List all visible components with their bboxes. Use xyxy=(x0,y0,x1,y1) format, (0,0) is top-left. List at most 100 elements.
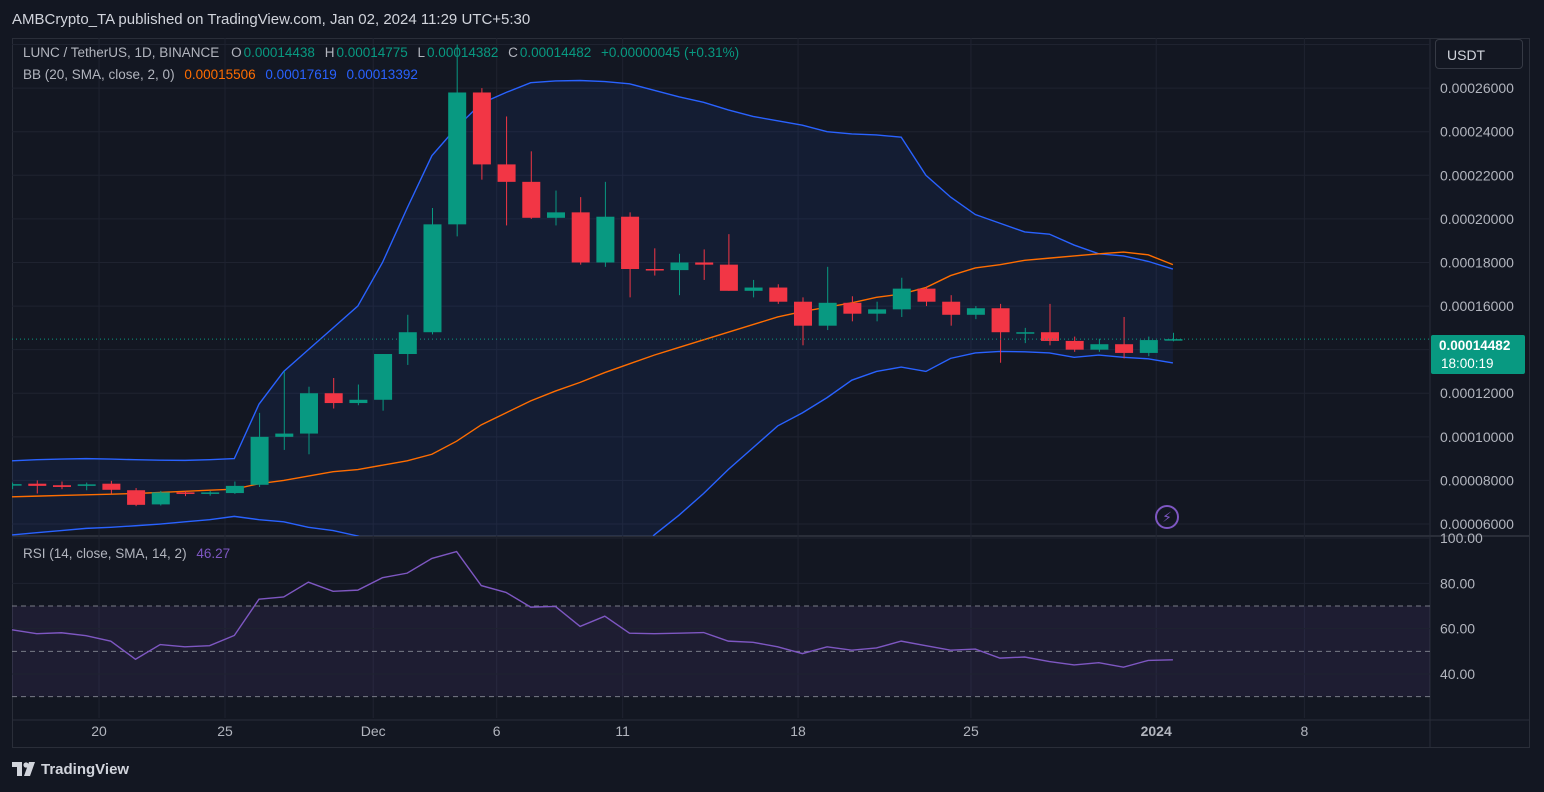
candle-body xyxy=(176,492,195,494)
tradingview-logo-icon xyxy=(12,762,35,777)
bb-legend: BB (20, SMA, close, 2, 0) 0.00015506 0.0… xyxy=(23,67,418,82)
candle-body xyxy=(225,485,244,494)
time-tick-label: 8 xyxy=(1301,723,1309,739)
time-tick-label: 25 xyxy=(217,723,233,739)
candle-body xyxy=(423,224,442,333)
price-tick-label: 0.00016000 xyxy=(1440,298,1514,314)
candle-body xyxy=(12,484,22,486)
currency-label: USDT xyxy=(1447,47,1486,63)
rsi-value: 46.27 xyxy=(196,546,231,561)
current-price: 0.00014482 xyxy=(1439,338,1511,353)
low-value: 0.00014382 xyxy=(427,45,499,60)
open-value: 0.00014438 xyxy=(243,45,315,60)
rsi-legend: RSI (14, close, SMA, 14, 2) 46.27 xyxy=(23,546,230,561)
candle-body xyxy=(596,216,615,263)
candle-body xyxy=(1040,332,1059,341)
time-tick-label: Dec xyxy=(361,723,386,739)
candle-body xyxy=(52,485,71,487)
high-label: H xyxy=(324,45,335,60)
price-tick-label: 0.00024000 xyxy=(1440,124,1514,140)
candle-body xyxy=(621,216,640,270)
price-tick-label: 0.00022000 xyxy=(1440,167,1514,183)
bb-band-fill xyxy=(12,80,1173,536)
time-tick-label: 2024 xyxy=(1141,723,1172,739)
candle-body xyxy=(201,492,220,494)
candle-body xyxy=(1065,340,1084,350)
current-price-label: 0.00014482 18:00:19 xyxy=(1431,335,1525,374)
time-tick-label: 25 xyxy=(963,723,979,739)
candle-body xyxy=(324,393,343,404)
candle-body xyxy=(77,484,96,486)
time-tick-label: 11 xyxy=(615,723,630,739)
change-value: +0.00000045 (+0.31%) xyxy=(600,45,740,60)
publisher-text: AMBCrypto_TA published on TradingView.co… xyxy=(12,11,531,28)
candle-body xyxy=(497,164,516,182)
publisher-bar: AMBCrypto_TA published on TradingView.co… xyxy=(0,0,1544,38)
price-tick-label: 0.00012000 xyxy=(1440,385,1514,401)
rsi-tick-label: 100.00 xyxy=(1440,530,1483,546)
candle-body xyxy=(991,308,1010,333)
rsi-tick-label: 40.00 xyxy=(1440,666,1475,682)
candle-body xyxy=(719,264,738,291)
time-tick-label: 18 xyxy=(790,723,806,739)
footer-brand-text: TradingView xyxy=(41,760,130,778)
candle-body xyxy=(472,92,491,165)
candle-body xyxy=(744,287,763,291)
high-value: 0.00014775 xyxy=(336,45,408,60)
candle-body xyxy=(275,433,294,437)
close-label: C xyxy=(508,45,518,60)
flash-icon[interactable]: ⚡ xyxy=(1155,505,1179,529)
candle-body xyxy=(843,302,862,314)
candle-body xyxy=(546,212,565,218)
rsi-label[interactable]: RSI (14, close, SMA, 14, 2) xyxy=(23,546,187,561)
open-label: O xyxy=(231,45,242,60)
time-tick-label: 20 xyxy=(91,723,107,739)
candle-body xyxy=(917,288,936,302)
rsi-band-fill xyxy=(12,606,1430,697)
price-tick-label: 0.00018000 xyxy=(1440,254,1514,270)
candle-body xyxy=(769,287,788,302)
candle-body xyxy=(522,181,541,218)
candle-body xyxy=(448,92,467,225)
candle-body xyxy=(349,399,368,404)
candle-body xyxy=(28,483,47,486)
price-tick-label: 0.00008000 xyxy=(1440,472,1514,488)
candle-body xyxy=(892,288,911,310)
candle-body xyxy=(102,483,121,490)
candle-body xyxy=(868,309,887,314)
candle-body xyxy=(818,302,837,326)
candle-body xyxy=(645,269,664,271)
bb-basis-value: 0.00015506 xyxy=(184,67,256,82)
candle-body xyxy=(299,393,318,434)
candle-body xyxy=(571,212,590,263)
candle-body xyxy=(1090,344,1109,350)
time-tick-label: 6 xyxy=(493,723,501,739)
candle-body xyxy=(1115,344,1134,353)
ohlc-legend: LUNC / TetherUS, 1D, BINANCE O 0.00014438… xyxy=(23,45,739,60)
rsi-line xyxy=(11,550,1173,668)
bollinger-group xyxy=(12,44,1183,536)
symbol-label[interactable]: LUNC / TetherUS, 1D, BINANCE xyxy=(23,45,220,60)
candle-body xyxy=(127,490,146,505)
bb-label[interactable]: BB (20, SMA, close, 2, 0) xyxy=(23,67,175,82)
currency-button[interactable]: USDT xyxy=(1435,39,1523,69)
bb-lower-line xyxy=(12,350,1174,536)
candle-body xyxy=(1164,339,1183,341)
candle-body xyxy=(942,301,961,315)
candle-body xyxy=(670,262,689,271)
price-tick-label: 0.00026000 xyxy=(1440,80,1514,96)
bb-lower-value: 0.00013392 xyxy=(346,67,418,82)
bar-countdown: 18:00:19 xyxy=(1441,356,1494,371)
candle-body xyxy=(793,301,812,326)
bb-upper-value: 0.00017619 xyxy=(265,67,337,82)
bb-upper-line xyxy=(12,79,1174,462)
price-tick-label: 0.00010000 xyxy=(1440,429,1514,445)
candle-body xyxy=(151,492,170,505)
footer-brand[interactable]: TradingView xyxy=(12,760,129,782)
rsi-tick-label: 80.00 xyxy=(1440,575,1475,591)
price-tick-label: 0.00006000 xyxy=(1440,516,1514,532)
candle-body xyxy=(1016,332,1035,334)
candle-body xyxy=(695,262,714,265)
low-label: L xyxy=(417,45,426,60)
